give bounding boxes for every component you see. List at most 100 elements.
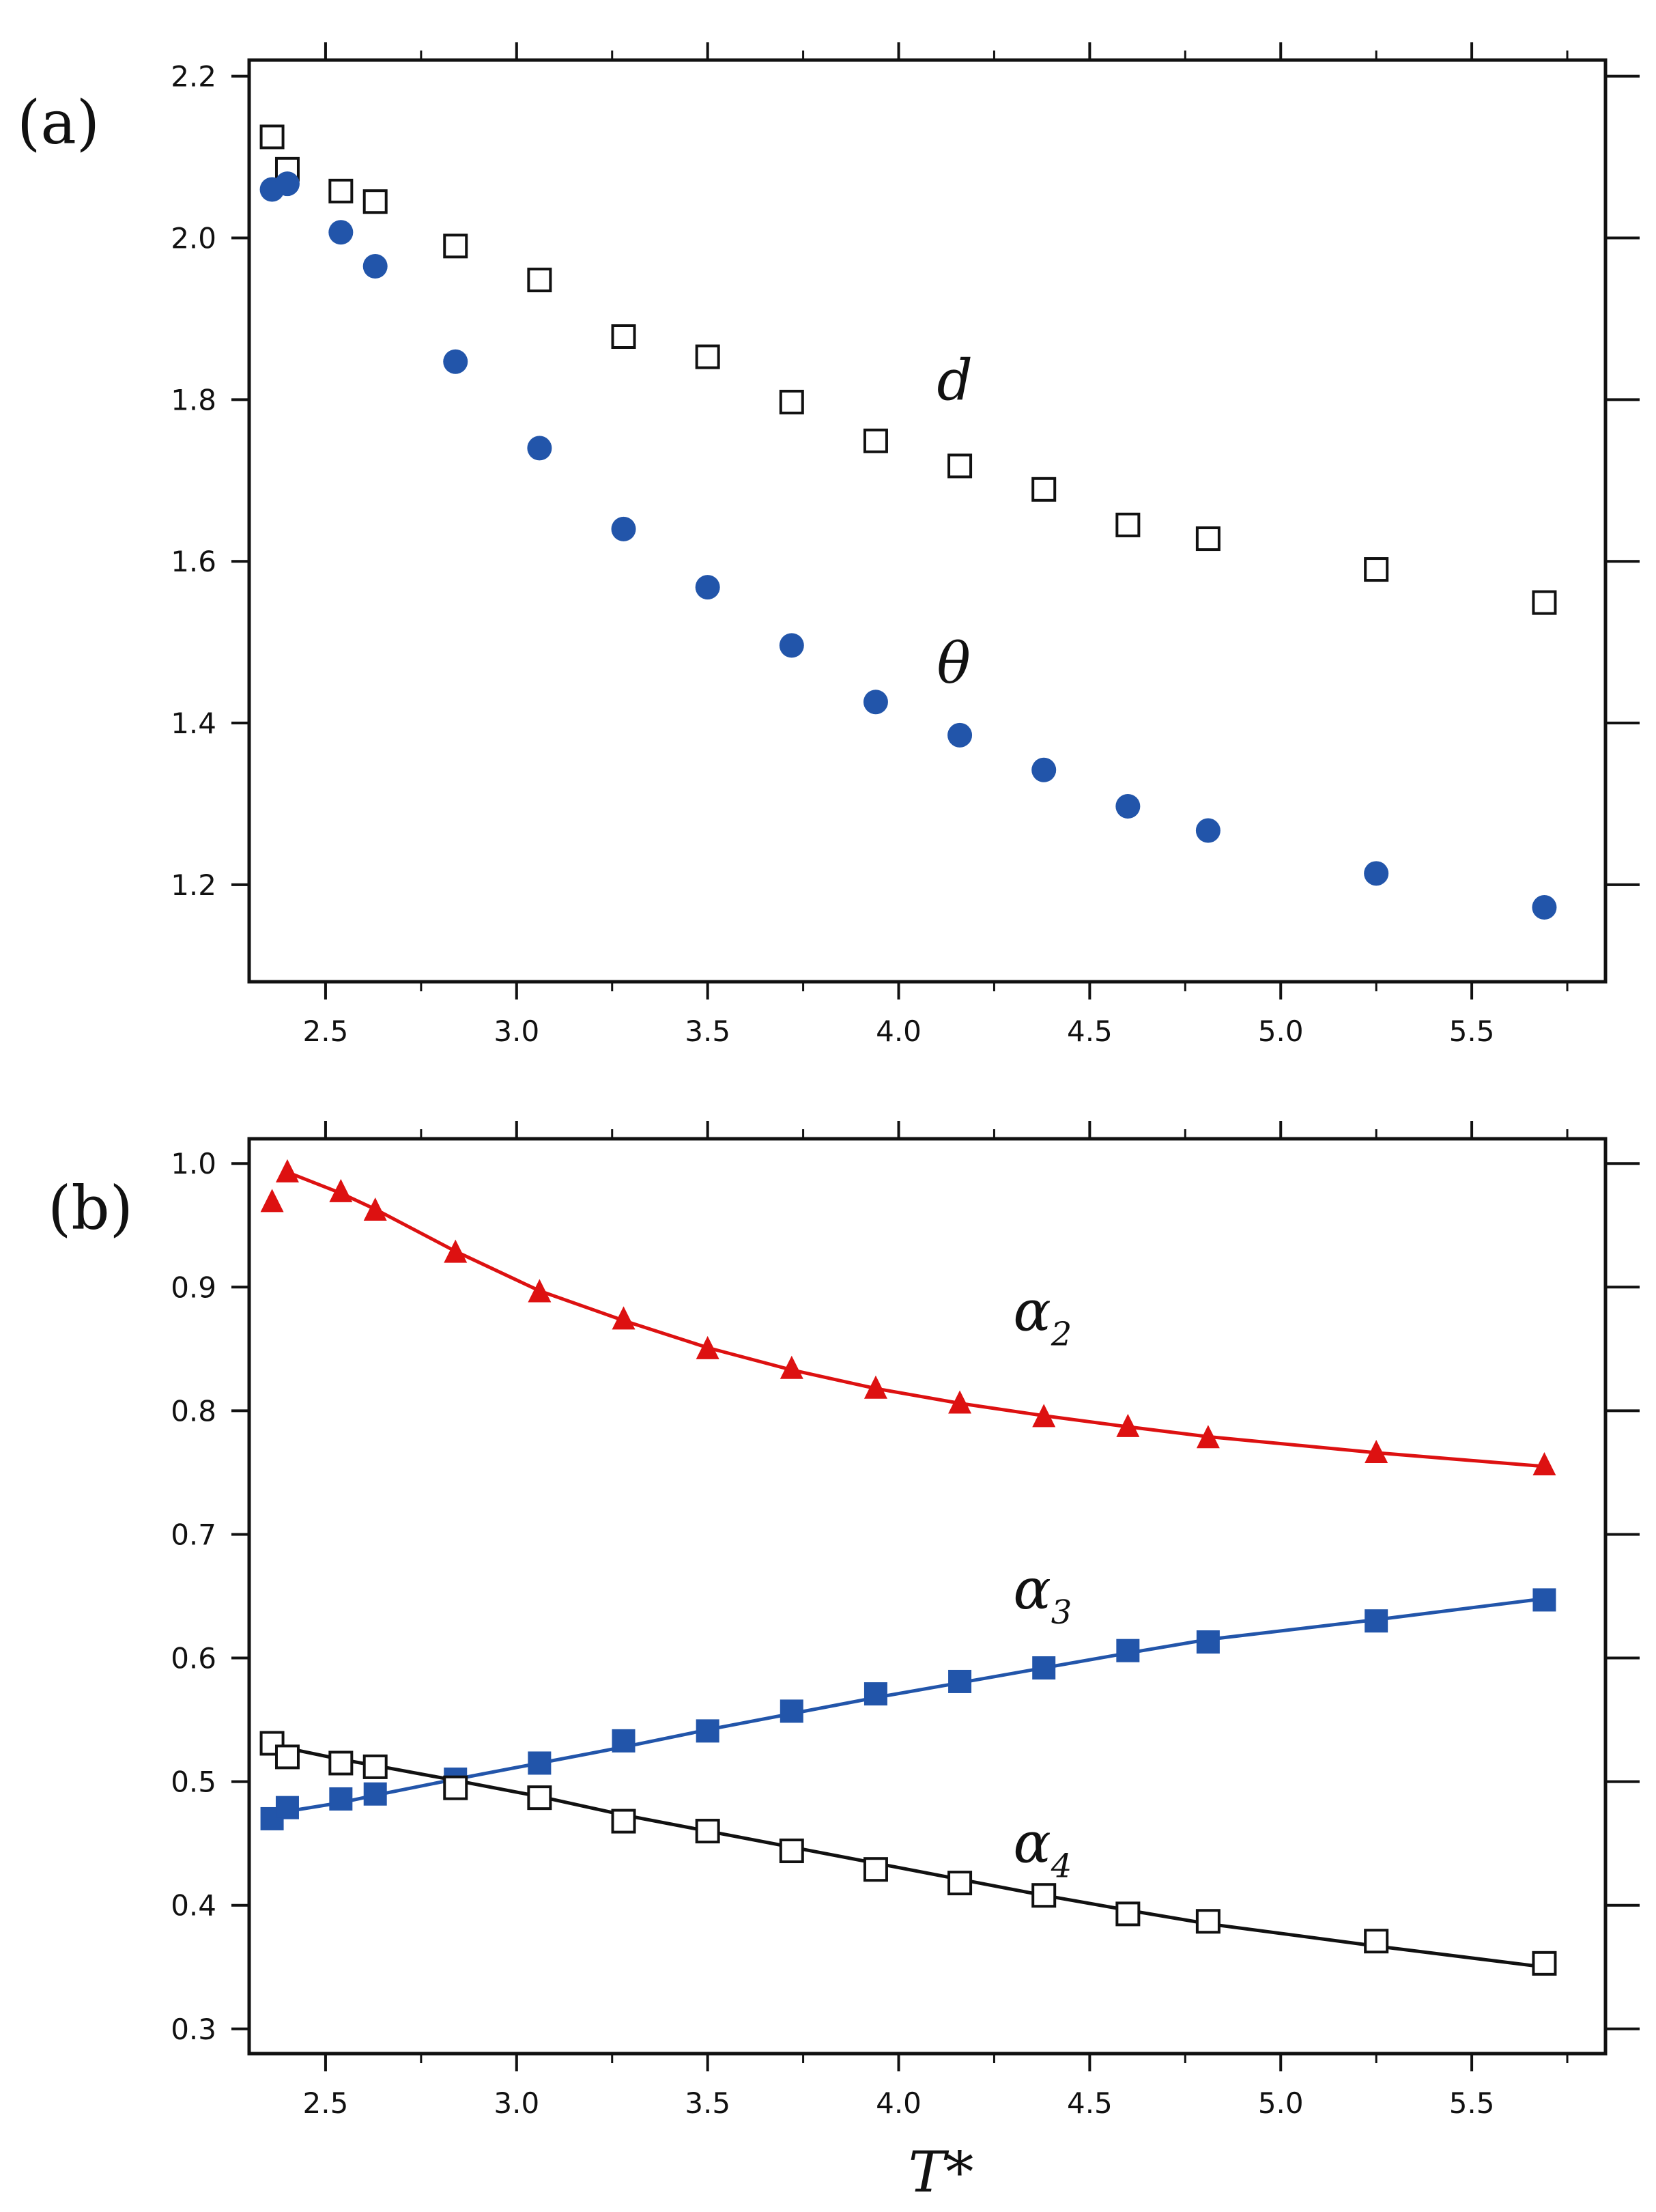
data-point [1116,1413,1140,1437]
data-point [444,1239,468,1263]
data-point [611,516,636,541]
data-point [528,1751,552,1775]
x-tick-label: 4.5 [1067,1015,1113,1048]
data-point [1032,1404,1056,1428]
data-point [1116,1639,1140,1662]
data-point [863,690,888,715]
data-point [1532,1588,1556,1612]
data-point [1365,1439,1388,1463]
x-tick-label: 3.5 [685,2086,730,2120]
y-tick-label: 0.8 [171,1394,216,1428]
data-point [1532,590,1557,615]
data-point [1115,1901,1141,1927]
data-point [259,124,285,150]
data-point [328,220,354,245]
data-point [329,1787,353,1811]
data-point [948,1390,972,1414]
y-tick-label: 0.5 [171,1766,216,1799]
series-α4 [259,1731,1557,1976]
data-point [696,1719,719,1743]
series-d [259,124,1557,615]
data-point [274,171,300,197]
data-point [443,1775,468,1800]
data-point [695,344,720,369]
x-tick-label: 2.5 [303,1015,349,1048]
data-point [328,1750,354,1776]
data-point [695,1819,720,1844]
data-point [527,268,552,293]
data-point [328,178,354,203]
x-axis-title: T* [909,2140,974,2205]
data-point [780,1699,803,1723]
panel-label: (a) [17,87,100,158]
data-point [275,1159,299,1182]
data-point [1195,1909,1220,1934]
data-point [863,1682,887,1706]
data-point [274,1744,300,1770]
data-point [863,1857,888,1882]
data-point [260,1189,284,1213]
fit-line [271,1597,1545,1821]
data-point [443,233,468,259]
x-tick-label: 4.0 [876,2086,922,2120]
y-axis: 0.3 0.4 0.5 0.6 0.7 0.8 0.9 1.0 [171,1147,1640,2046]
y-tick-label: 0.7 [171,1518,216,1551]
y-tick-label: 1.6 [171,545,216,578]
data-point [779,389,804,414]
x-axis: 2.5 3.0 3.5 4.0 4.5 5.0 5.5 [303,42,1569,1048]
y-tick-label: 0.9 [171,1271,216,1304]
data-point [779,1839,804,1864]
y-tick-label: 2.0 [171,222,216,255]
data-point [948,1669,972,1693]
series-α3 [260,1588,1556,1830]
data-point [947,722,973,748]
series-annotation-subscript: 3 [1051,1593,1072,1632]
plot-frame [247,1137,1608,2056]
data-point [947,453,973,479]
data-point [1364,557,1389,582]
data-point [696,1335,719,1359]
panel-a: 2.5 3.0 3.5 4.0 4.5 5.0 5.5 1.2 1.4 1.6 1.8 2.0 2.2 (… [17,42,1640,1048]
y-tick-label: 1.0 [171,1147,216,1180]
data-point [1032,1656,1056,1680]
data-point [275,1796,299,1819]
x-tick-label: 5.5 [1449,2086,1495,2120]
data-point [1031,757,1057,782]
data-point [363,1782,387,1806]
x-tick-label: 3.0 [494,1015,539,1048]
y-tick-label: 1.8 [171,383,216,416]
x-tick-label: 4.0 [876,1015,922,1048]
data-point [1196,1425,1220,1449]
data-point [1532,1452,1556,1476]
data-point [611,1809,636,1834]
x-axis: 2.5 3.0 3.5 4.0 4.5 5.0 5.5 [303,1121,1569,2120]
y-tick-label: 2.2 [171,60,216,94]
plot-frame [247,58,1608,984]
panel-b: 2.5 3.0 3.5 4.0 4.5 5.0 5.50.30.40.50.60.70.80… [48,1121,1640,2205]
data-point [779,633,804,658]
series-θ [259,171,1557,920]
series-annotation: d [937,348,973,413]
x-tick-label: 4.5 [1067,2086,1113,2120]
data-point [362,253,388,279]
data-point [947,1871,973,1896]
series-annotation-subscript: 4 [1051,1847,1072,1885]
y-tick-label: 1.4 [171,707,216,740]
x-tick-label: 5.5 [1449,1015,1495,1048]
x-tick-label: 3.0 [494,2086,539,2120]
data-point [527,1785,552,1811]
data-point [1195,526,1220,552]
data-point [695,575,720,600]
data-point [1364,861,1389,886]
data-point [1115,512,1141,537]
data-point [1365,1609,1388,1633]
data-point [363,1197,387,1221]
data-point [362,189,388,214]
data-point [329,1178,353,1202]
data-point [362,1754,388,1779]
data-point [1532,1951,1557,1976]
data-point [612,1729,636,1753]
series-annotation-subscript: 2 [1051,1316,1072,1354]
